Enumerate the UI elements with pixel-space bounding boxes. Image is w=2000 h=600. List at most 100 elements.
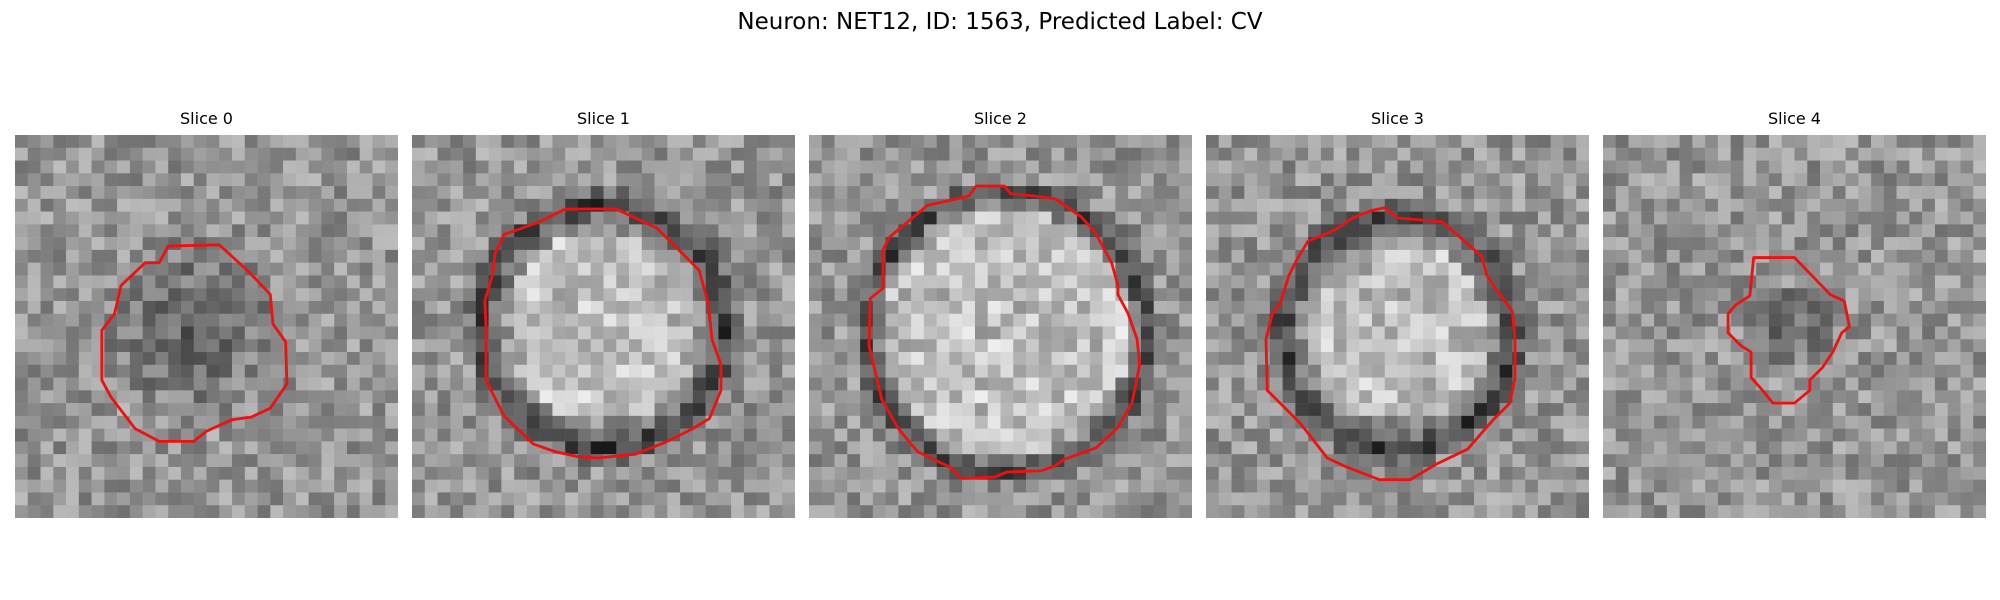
pixel [1435,173,1449,187]
pixel [244,135,258,149]
pixel [1883,415,1897,429]
pixel [1320,352,1334,366]
pixel [1717,428,1731,442]
pixel [78,249,92,263]
pixel [1320,300,1334,314]
pixel [885,466,899,480]
pixel [437,237,451,251]
pixel [142,441,156,455]
pixel [334,262,348,276]
pixel [1499,377,1513,391]
pixel [949,505,963,518]
pixel [91,390,105,404]
pixel [424,377,438,391]
pixel [1218,428,1232,442]
pixel [1000,403,1014,417]
pixel [1166,160,1180,174]
pixel [1051,300,1065,314]
pixel [1064,288,1078,302]
pixel [424,492,438,506]
pixel [359,237,373,251]
pixel [1244,403,1258,417]
pixel [1563,300,1577,314]
pixel [91,505,105,518]
pixel [1654,262,1668,276]
pixel [1973,364,1986,378]
pixel [1166,454,1180,468]
pixel [514,428,528,442]
pixel [321,492,335,506]
pixel [1615,454,1629,468]
pixel [1654,147,1668,161]
pixel [756,249,770,263]
pixel [1000,492,1014,506]
pixel [501,237,515,251]
pixel [526,237,540,251]
pixel [641,479,655,493]
pixel [1679,173,1693,187]
pixel [718,249,732,263]
pixel [809,441,823,455]
pixel [692,428,706,442]
pixel [756,288,770,302]
pixel [987,211,1001,225]
pixel [1244,492,1258,506]
pixel [155,186,169,200]
pixel [53,479,67,493]
pixel [590,339,604,353]
pixel [1448,275,1462,289]
pixel [1576,505,1589,518]
pixel [15,313,29,327]
pixel [847,313,861,327]
pixel [1743,428,1757,442]
pixel [1423,326,1437,340]
pixel [629,262,643,276]
pixel [782,339,795,353]
pixel [1295,377,1309,391]
pixel [692,288,706,302]
pixel [1654,160,1668,174]
pixel [1628,147,1642,161]
pixel [731,364,745,378]
pixel [180,403,194,417]
pixel [463,492,477,506]
pixel [244,492,258,506]
pixel [1077,186,1091,200]
pixel [1781,466,1795,480]
pixel [1563,186,1577,200]
pixel [1102,364,1116,378]
pixel [1474,492,1488,506]
pixel [1153,211,1167,225]
pixel [1641,466,1655,480]
pixel [488,505,502,518]
pixel [219,313,233,327]
pixel [1371,377,1385,391]
pixel [1947,262,1961,276]
pixel [15,237,29,251]
pixel [168,300,182,314]
pixel [334,352,348,366]
pixel [1166,173,1180,187]
pixel [974,352,988,366]
pixel [1179,249,1192,263]
pixel [91,441,105,455]
pixel [1051,415,1065,429]
pixel [731,300,745,314]
pixel [860,186,874,200]
pixel [1525,441,1539,455]
pixel [1896,211,1910,225]
pixel [1153,160,1167,174]
pixel [142,249,156,263]
pixel [1692,415,1706,429]
pixel [206,211,220,225]
pixel [1512,288,1526,302]
pixel [1013,466,1027,480]
pixel [1947,160,1961,174]
pixel [206,147,220,161]
pixel [129,147,143,161]
pixel [1717,211,1731,225]
pixel [1359,454,1373,468]
pixel [1423,249,1437,263]
pixel [40,364,54,378]
pixel [514,377,528,391]
